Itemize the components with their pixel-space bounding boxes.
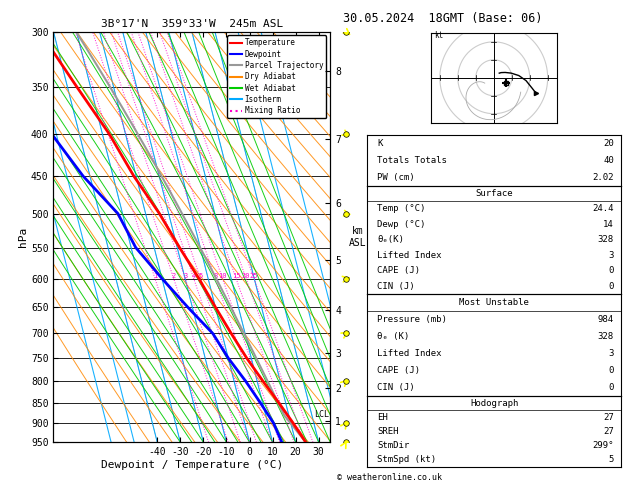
Text: CIN (J): CIN (J)	[377, 282, 415, 291]
Text: CIN (J): CIN (J)	[377, 383, 415, 392]
Text: CAPE (J): CAPE (J)	[377, 366, 420, 375]
Text: 4: 4	[192, 273, 196, 278]
X-axis label: Dewpoint / Temperature (°C): Dewpoint / Temperature (°C)	[101, 460, 283, 470]
Text: © weatheronline.co.uk: © weatheronline.co.uk	[337, 473, 442, 482]
Text: StmDir: StmDir	[377, 441, 409, 450]
Text: 2: 2	[172, 273, 175, 278]
Text: 328: 328	[598, 332, 614, 341]
Text: EH: EH	[377, 413, 387, 422]
Text: Temp (°C): Temp (°C)	[377, 205, 425, 213]
Text: 1: 1	[153, 273, 157, 278]
Title: 3B°17'N  359°33'W  245m ASL: 3B°17'N 359°33'W 245m ASL	[101, 19, 283, 30]
Text: 3: 3	[608, 251, 614, 260]
Text: 0: 0	[608, 383, 614, 392]
Text: 27: 27	[603, 413, 614, 422]
Y-axis label: km
ASL: km ASL	[349, 226, 367, 248]
Text: Lifted Index: Lifted Index	[377, 251, 442, 260]
Text: 3: 3	[608, 349, 614, 358]
Text: 0: 0	[608, 366, 614, 375]
Text: 984: 984	[598, 315, 614, 324]
Text: 10: 10	[218, 273, 226, 278]
Text: 15: 15	[232, 273, 240, 278]
Text: 20: 20	[242, 273, 250, 278]
Text: 299°: 299°	[593, 441, 614, 450]
Y-axis label: hPa: hPa	[18, 227, 28, 247]
Text: CAPE (J): CAPE (J)	[377, 266, 420, 275]
Text: 40: 40	[603, 156, 614, 165]
Text: 0: 0	[608, 282, 614, 291]
Text: 5: 5	[198, 273, 203, 278]
Text: Totals Totals: Totals Totals	[377, 156, 447, 165]
Text: θₑ(K): θₑ(K)	[377, 235, 404, 244]
Text: 0: 0	[608, 266, 614, 275]
Text: 8: 8	[213, 273, 218, 278]
Text: θₑ (K): θₑ (K)	[377, 332, 409, 341]
Text: 20: 20	[603, 139, 614, 148]
Text: kt: kt	[435, 31, 443, 40]
Text: 3: 3	[183, 273, 187, 278]
Text: PW (cm): PW (cm)	[377, 173, 415, 182]
Text: 328: 328	[598, 235, 614, 244]
Text: Hodograph: Hodograph	[470, 399, 518, 408]
Text: 14: 14	[603, 220, 614, 229]
Text: Dewp (°C): Dewp (°C)	[377, 220, 425, 229]
Text: LCL: LCL	[314, 411, 330, 419]
Text: Pressure (mb): Pressure (mb)	[377, 315, 447, 324]
Text: 30.05.2024  18GMT (Base: 06): 30.05.2024 18GMT (Base: 06)	[343, 12, 542, 25]
Text: 5: 5	[608, 455, 614, 464]
Legend: Temperature, Dewpoint, Parcel Trajectory, Dry Adiabat, Wet Adiabat, Isotherm, Mi: Temperature, Dewpoint, Parcel Trajectory…	[227, 35, 326, 118]
Text: K: K	[377, 139, 382, 148]
Text: 24.4: 24.4	[593, 205, 614, 213]
Text: 25: 25	[250, 273, 259, 278]
Text: Lifted Index: Lifted Index	[377, 349, 442, 358]
Text: SREH: SREH	[377, 427, 398, 436]
Text: 2.02: 2.02	[593, 173, 614, 182]
Text: Most Unstable: Most Unstable	[459, 298, 529, 307]
Text: Surface: Surface	[476, 189, 513, 198]
Text: 27: 27	[603, 427, 614, 436]
Text: StmSpd (kt): StmSpd (kt)	[377, 455, 436, 464]
